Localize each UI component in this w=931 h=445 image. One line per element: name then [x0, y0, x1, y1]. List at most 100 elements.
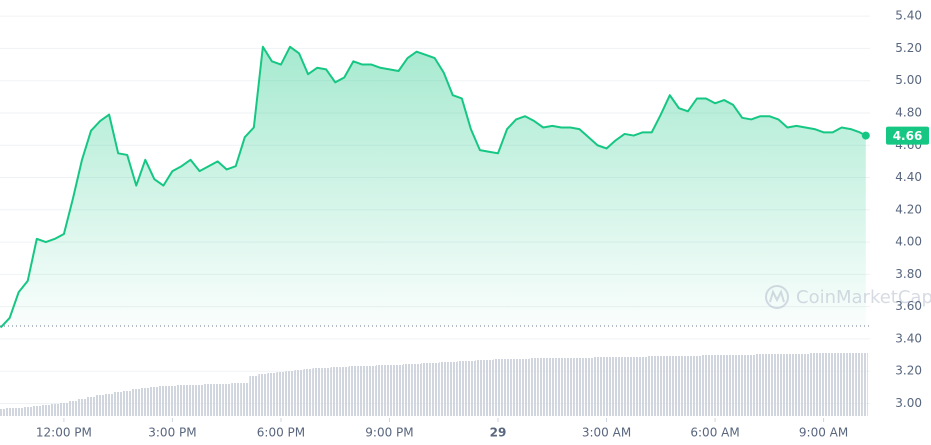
volume-bar [837, 353, 847, 416]
volume-bar [538, 358, 548, 416]
volume-bar [819, 353, 829, 416]
volume-bar [240, 383, 250, 416]
volume-bar [674, 356, 684, 416]
x-tick-label: 29 [490, 426, 507, 440]
volume-bar [764, 354, 774, 416]
volume-bar [321, 368, 331, 416]
last-point [861, 131, 870, 140]
volume-bar [475, 360, 485, 416]
volume-bar [502, 359, 512, 416]
volume-bar [719, 355, 729, 416]
volume-bar [32, 406, 42, 416]
volume-bar [222, 384, 232, 416]
y-tick-label: 3.20 [895, 364, 922, 378]
x-tick-label: 9:00 AM [799, 426, 848, 440]
volume-bar [466, 361, 476, 416]
price-line [0, 45, 867, 329]
volume-bar [665, 356, 675, 416]
volume-bar [213, 384, 223, 416]
volume-bar [231, 383, 241, 416]
volume-bar [430, 363, 440, 416]
volume-bar [249, 376, 259, 416]
volume-bar [620, 357, 630, 416]
y-tick-label: 5.20 [895, 41, 922, 55]
volume-bar [583, 358, 593, 416]
volume-bar [375, 365, 385, 416]
volume-bar [457, 361, 467, 416]
price-badge-label: 4.66 [893, 129, 923, 143]
volume-bar [728, 355, 738, 416]
x-tick-label: 6:00 PM [257, 426, 305, 440]
y-tick-label: 4.00 [895, 235, 922, 249]
volume-bar [439, 362, 449, 416]
volume-bar [602, 357, 612, 416]
price-area [0, 46, 866, 328]
volume-bar [800, 354, 811, 416]
x-tick-label: 12:00 PM [36, 426, 92, 440]
volume-bar [77, 399, 87, 416]
x-tick-label: 9:00 PM [365, 426, 413, 440]
volume-bar [195, 385, 205, 416]
volume-bar [59, 403, 69, 416]
volume-bar [611, 357, 621, 416]
volume-bar [565, 358, 575, 416]
watermark: CoinMarketCap [765, 285, 931, 309]
volume-bar [104, 394, 114, 416]
volume-bar [204, 384, 214, 416]
volume-bar [755, 354, 765, 416]
volume-bar [176, 385, 186, 416]
volume-bar [23, 407, 33, 416]
volume-bar [276, 372, 286, 416]
x-tick-label: 6:00 AM [690, 426, 739, 440]
volume-bar [185, 385, 196, 416]
volume-bar [68, 401, 78, 416]
volume-bar [647, 356, 657, 416]
volume-bar [294, 370, 304, 416]
volume-bar [855, 353, 863, 416]
volume-bar [520, 359, 530, 416]
volume-bar [14, 408, 24, 416]
volume-bar [701, 355, 711, 416]
x-tick-label: 3:00 AM [582, 426, 631, 440]
volume-bar [556, 358, 566, 416]
volume-bar [140, 388, 150, 416]
volume-bar [484, 360, 494, 416]
volume-bar [421, 363, 431, 416]
volume-bar [258, 374, 268, 416]
volume-bar [86, 397, 96, 416]
y-tick-label: 3.00 [895, 396, 922, 410]
x-tick-label: 3:00 PM [148, 426, 196, 440]
volume-bar [149, 387, 159, 416]
volume-bar [312, 368, 322, 416]
volume-bar [113, 392, 123, 416]
volume-bar [846, 353, 856, 416]
volume-bar [122, 391, 132, 416]
y-tick-label: 3.40 [895, 331, 922, 345]
y-tick-label: 5.40 [895, 9, 922, 23]
volume-bar [348, 366, 358, 416]
volume-bar [547, 358, 557, 416]
volume-bar [339, 367, 349, 416]
volume-bar [493, 359, 503, 416]
volume-bar [656, 356, 666, 416]
volume-bar [357, 366, 367, 416]
volume-bar [394, 365, 404, 416]
volume-bar [95, 395, 105, 416]
volume-bar [710, 355, 720, 416]
volume-bar [592, 357, 603, 416]
volume-bar [638, 357, 648, 416]
y-tick-label: 3.60 [895, 299, 922, 313]
volume-bar [529, 358, 539, 416]
volume-bar [131, 389, 141, 416]
y-tick-label: 5.00 [895, 73, 922, 87]
volume-bar [303, 369, 313, 416]
y-tick-label: 4.40 [895, 170, 922, 184]
volume-bar [267, 373, 277, 416]
volume-bar [862, 353, 868, 416]
y-tick-label: 4.20 [895, 202, 922, 216]
volume-bar [366, 366, 376, 416]
volume-bar [448, 362, 458, 416]
volume-bar [285, 371, 295, 416]
